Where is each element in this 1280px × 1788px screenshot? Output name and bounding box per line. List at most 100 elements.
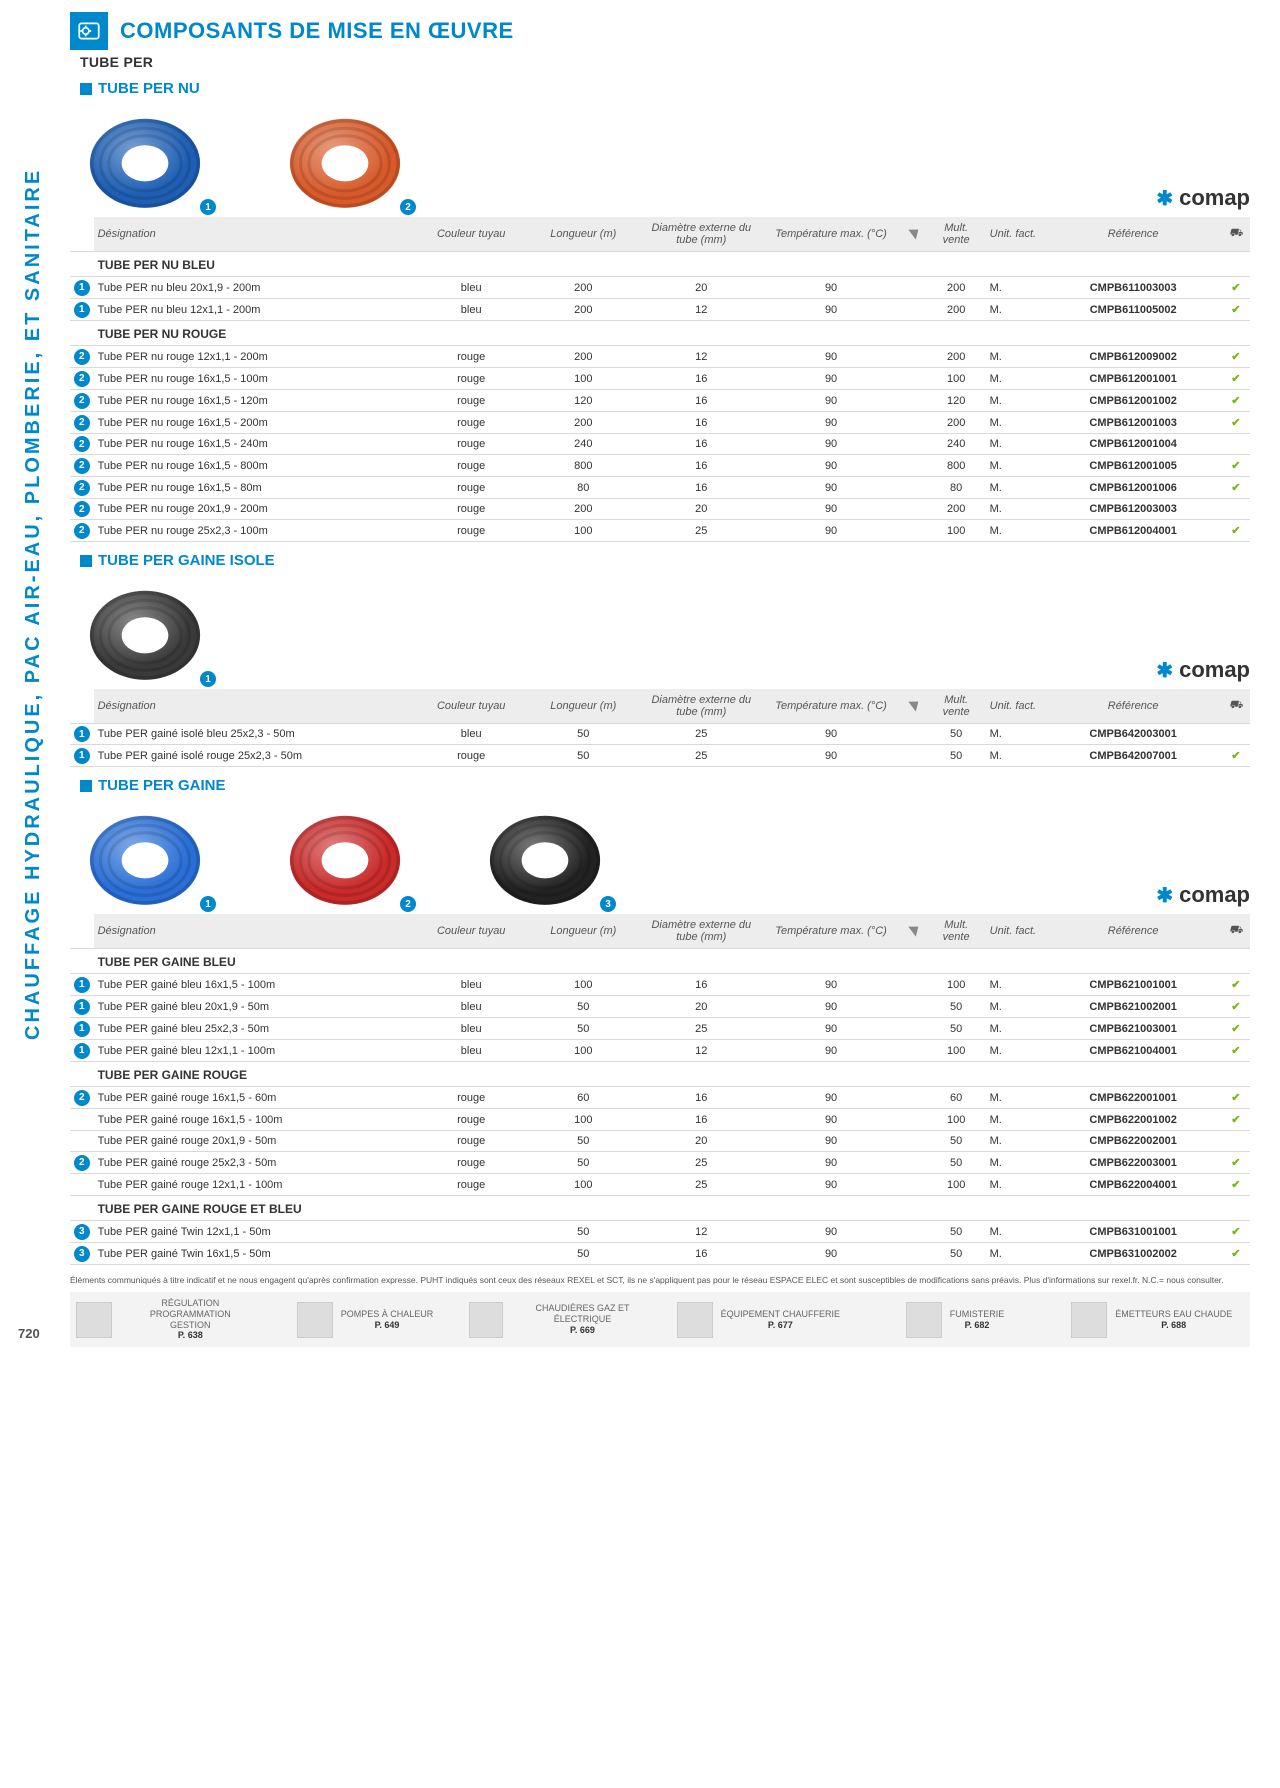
cell-unit: M. [986,974,1045,996]
cell-color: rouge [412,1131,530,1152]
wifi-icon: ◥ [906,226,916,241]
cell-unit: M. [986,1087,1045,1109]
row-index-badge: 1 [74,977,90,993]
footer-nav-item[interactable]: CHAUDIÈRES GAZ ET ÉLECTRIQUEP. 669 [469,1302,654,1338]
cell-mult: 50 [927,996,986,1018]
cell-mult: 800 [927,455,986,477]
wifi-icon: ◥ [906,698,916,713]
cell-temp: 90 [766,996,896,1018]
cell-color [412,1221,530,1243]
cell-check: ✔ [1222,974,1250,996]
cell-diameter: 16 [636,1087,766,1109]
image-index-badge: 2 [400,199,416,215]
footer-nav-item[interactable]: POMPES À CHALEURP. 649 [273,1302,458,1338]
footer-thumb [1071,1302,1107,1338]
cell-reference: CMPB612004001 [1045,520,1222,542]
product-image: 2 [280,105,410,211]
cell-unit: M. [986,1018,1045,1040]
cell-color: bleu [412,277,530,299]
cell-mult: 200 [927,299,986,321]
row-index-badge: 3 [74,1224,90,1240]
cell-color: rouge [412,477,530,499]
cell-color: bleu [412,996,530,1018]
cell-length: 200 [530,277,636,299]
footer-nav-item[interactable]: FUMISTERIEP. 682 [863,1302,1048,1338]
page-subtitle: TUBE PER [80,54,1250,70]
cell-length: 800 [530,455,636,477]
cell-reference: CMPB622002001 [1045,1131,1222,1152]
cell-check: ✔ [1222,996,1250,1018]
cell-length: 50 [530,1221,636,1243]
cell-color: bleu [412,1018,530,1040]
cell-diameter: 20 [636,996,766,1018]
cell-unit: M. [986,1109,1045,1131]
product-image: 1 [80,802,210,908]
cell-designation: Tube PER gainé bleu 12x1,1 - 100m [94,1040,413,1062]
cell-diameter: 16 [636,1243,766,1265]
cell-length: 50 [530,996,636,1018]
cell-designation: Tube PER gainé bleu 25x2,3 - 50m [94,1018,413,1040]
cell-diameter: 20 [636,1131,766,1152]
row-index-badge: 2 [74,480,90,496]
brand-logo: ✱comap [1156,882,1250,908]
cell-check: ✔ [1222,455,1250,477]
cell-unit: M. [986,745,1045,767]
cell-unit: M. [986,434,1045,455]
cell-reference: CMPB622001001 [1045,1087,1222,1109]
cell-designation: Tube PER gainé rouge 16x1,5 - 100m [94,1109,413,1131]
row-index-badge: 2 [74,436,90,452]
cell-reference: CMPB612001004 [1045,434,1222,455]
footer-thumb [469,1302,503,1338]
cell-diameter: 20 [636,277,766,299]
cell-check [1222,724,1250,745]
cell-length: 100 [530,1040,636,1062]
cell-check: ✔ [1222,1221,1250,1243]
cell-designation: Tube PER gainé Twin 16x1,5 - 50m [94,1243,413,1265]
cell-reference: CMPB611003003 [1045,277,1222,299]
footer-nav-item[interactable]: RÉGULATION PROGRAMMATIONGESTIONP. 638 [76,1298,261,1341]
table-row: 2 Tube PER nu rouge 16x1,5 - 80m rouge 8… [70,477,1250,499]
footer-nav: RÉGULATION PROGRAMMATIONGESTIONP. 638 POM… [70,1292,1250,1347]
footnote-text: Éléments communiqués à titre indicatif e… [70,1275,1250,1286]
cell-unit: M. [986,455,1045,477]
cell-check [1222,499,1250,520]
cell-temp: 90 [766,1018,896,1040]
cell-reference: CMPB612003003 [1045,499,1222,520]
table-row: 1 Tube PER gainé bleu 16x1,5 - 100m bleu… [70,974,1250,996]
table-row: 2 Tube PER nu rouge 16x1,5 - 240m rouge … [70,434,1250,455]
cell-temp: 90 [766,520,896,542]
cell-length: 200 [530,412,636,434]
cell-reference: CMPB612001005 [1045,455,1222,477]
cell-reference: CMPB612001006 [1045,477,1222,499]
row-index-badge: 2 [74,415,90,431]
cell-designation: Tube PER nu bleu 12x1,1 - 200m [94,299,413,321]
cell-designation: Tube PER gainé isolé bleu 25x2,3 - 50m [94,724,413,745]
cell-temp: 90 [766,1152,896,1174]
cell-mult: 100 [927,1040,986,1062]
cell-diameter: 16 [636,390,766,412]
cell-length: 100 [530,1109,636,1131]
cell-designation: Tube PER nu rouge 16x1,5 - 120m [94,390,413,412]
cell-mult: 50 [927,1131,986,1152]
table-row: 3 Tube PER gainé Twin 12x1,1 - 50m 50 12… [70,1221,1250,1243]
row-index-badge: 1 [74,280,90,296]
footer-nav-item[interactable]: ÉQUIPEMENT CHAUFFERIEP. 677 [666,1302,851,1338]
cell-check: ✔ [1222,745,1250,767]
table-row: 2 Tube PER nu rouge 16x1,5 - 120m rouge … [70,390,1250,412]
cell-check: ✔ [1222,299,1250,321]
footer-nav-item[interactable]: ÉMETTEURS EAU CHAUDEP. 688 [1059,1302,1244,1338]
cell-mult: 80 [927,477,986,499]
cell-reference: CMPB612001002 [1045,390,1222,412]
cell-color: rouge [412,346,530,368]
row-index-badge: 2 [74,1090,90,1106]
table-row: 1 Tube PER gainé isolé bleu 25x2,3 - 50m… [70,724,1250,745]
image-index-badge: 1 [200,896,216,912]
cell-mult: 120 [927,390,986,412]
page-number: 720 [18,1326,40,1341]
cell-length: 100 [530,520,636,542]
cart-icon: ⛟ [1229,227,1243,239]
cell-reference: CMPB612009002 [1045,346,1222,368]
cell-diameter: 12 [636,299,766,321]
brand-logo: ✱comap [1156,185,1250,211]
cell-unit: M. [986,1243,1045,1265]
